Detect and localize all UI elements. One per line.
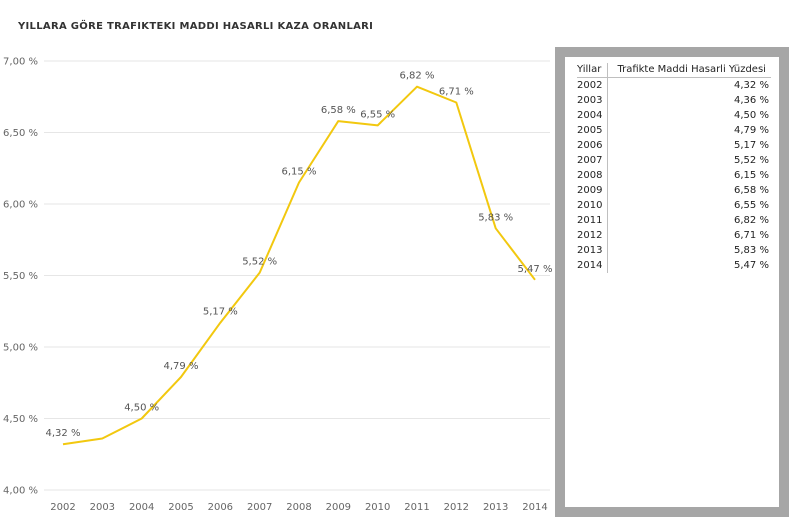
header-percentage[interactable]: Trafikte Maddi Hasarli Yüzdesi	[607, 63, 771, 78]
data-point[interactable]	[414, 84, 420, 90]
table-row[interactable]: 2009 6,58 %	[577, 183, 771, 198]
table-row[interactable]: 2005 4,79 %	[577, 123, 771, 138]
cell-year: 2006	[577, 140, 603, 151]
series-line[interactable]	[62, 85, 536, 446]
data-point[interactable]	[493, 225, 499, 231]
cell-percentage: 4,36 %	[607, 93, 771, 108]
data-point[interactable]	[453, 99, 459, 105]
data-label: 6,55 %	[360, 109, 395, 120]
x-tick-label: 2004	[129, 502, 154, 513]
x-tick-label: 2009	[326, 502, 351, 513]
x-tick-label: 2012	[444, 502, 469, 513]
cell-percentage: 5,47 %	[607, 258, 771, 273]
data-point[interactable]	[296, 180, 302, 186]
table-row[interactable]: 2006 5,17 %	[577, 138, 771, 153]
data-point[interactable]	[178, 374, 184, 380]
y-tick-label: 4,00 %	[3, 486, 38, 497]
data-label: 5,17 %	[203, 307, 238, 318]
data-point[interactable]	[257, 270, 263, 276]
data-point[interactable]	[139, 416, 145, 422]
y-tick-label: 5,50 %	[3, 271, 38, 282]
data-point[interactable]	[217, 320, 223, 326]
data-label: 6,71 %	[439, 86, 474, 97]
cell-year: 2003	[577, 95, 603, 106]
data-point[interactable]	[532, 277, 538, 283]
x-tick-label: 2011	[404, 502, 429, 513]
cell-percentage: 5,52 %	[607, 153, 771, 168]
cell-year: 2013	[577, 245, 603, 256]
cell-year: 2002	[577, 80, 603, 91]
cell-year: 2004	[577, 110, 603, 121]
cell-percentage: 4,79 %	[607, 123, 771, 138]
cell-percentage: 4,32 %	[607, 77, 771, 93]
x-tick-label: 2008	[286, 502, 311, 513]
data-point[interactable]	[60, 441, 66, 447]
cell-percentage: 5,83 %	[607, 243, 771, 258]
cell-percentage: 6,58 %	[607, 183, 771, 198]
data-label: 5,83 %	[478, 212, 513, 223]
cell-year: 2012	[577, 230, 603, 241]
data-label: 6,82 %	[400, 71, 435, 82]
data-point[interactable]	[335, 118, 341, 124]
data-label: 5,47 %	[518, 264, 553, 275]
table-row[interactable]: 2012 6,71 %	[577, 228, 771, 243]
table-row[interactable]: 2011 6,82 %	[577, 213, 771, 228]
table-body: 2002 4,32 % 2003 4,36 % 2004 4,50 % 2005 4,79 %…	[577, 77, 771, 273]
cell-percentage: 6,15 %	[607, 168, 771, 183]
cell-year: 2011	[577, 215, 603, 226]
cell-year: 2008	[577, 170, 603, 181]
chart-title: YILLARA GÖRE TRAFIKTEKI MADDI HASARLI KA…	[18, 21, 374, 32]
table-frame: Yillar Trafikte Maddi Hasarli Yüzdesi 20…	[555, 47, 789, 517]
cell-year: 2010	[577, 200, 603, 211]
y-tick-label: 5,00 %	[3, 343, 38, 354]
y-tick-label: 6,00 %	[3, 200, 38, 211]
x-tick-label: 2002	[50, 502, 75, 513]
cell-year: 2007	[577, 155, 603, 166]
y-tick-label: 4,50 %	[3, 414, 38, 425]
x-tick-label: 2006	[208, 502, 233, 513]
cell-year: 2005	[577, 125, 603, 136]
table-row[interactable]: 2014 5,47 %	[577, 258, 771, 273]
cell-percentage: 6,82 %	[607, 213, 771, 228]
table-row[interactable]: 2013 5,83 %	[577, 243, 771, 258]
data-point[interactable]	[375, 122, 381, 128]
line-chart: 4,00 % 4,50 % 5,00 % 5,50 % 6,00 % 6,50 % 7,00…	[3, 57, 553, 514]
table-row[interactable]: 2003 4,36 %	[577, 93, 771, 108]
data-label: 4,50 %	[124, 403, 159, 414]
table-row[interactable]: 2010 6,55 %	[577, 198, 771, 213]
x-tick-label: 2005	[168, 502, 193, 513]
x-tick-label: 2007	[247, 502, 272, 513]
data-table: Yillar Trafikte Maddi Hasarli Yüzdesi 20…	[577, 63, 771, 273]
table-row[interactable]: 2008 6,15 %	[577, 168, 771, 183]
table-panel: Yillar Trafikte Maddi Hasarli Yüzdesi 20…	[565, 57, 779, 507]
cell-percentage: 4,50 %	[607, 108, 771, 123]
y-tick-label: 6,50 %	[3, 128, 38, 139]
data-label: 4,32 %	[46, 428, 81, 439]
table-row[interactable]: 2002 4,32 %	[577, 77, 771, 93]
header-year[interactable]: Yillar	[577, 63, 608, 78]
cell-percentage: 6,71 %	[607, 228, 771, 243]
cell-percentage: 5,17 %	[607, 138, 771, 153]
data-label: 6,58 %	[321, 105, 356, 116]
table-row[interactable]: 2004 4,50 %	[577, 108, 771, 123]
cell-percentage: 6,55 %	[607, 198, 771, 213]
data-point[interactable]	[99, 436, 105, 442]
x-tick-label: 2003	[90, 502, 115, 513]
data-label: 6,15 %	[282, 167, 317, 178]
cell-year: 2009	[577, 185, 603, 196]
x-tick-label: 2014	[522, 502, 547, 513]
x-tick-label: 2013	[483, 502, 508, 513]
y-tick-label: 7,00 %	[3, 57, 38, 68]
x-tick-label: 2010	[365, 502, 390, 513]
table-row[interactable]: 2007 5,52 %	[577, 153, 771, 168]
cell-year: 2014	[577, 260, 603, 271]
table-header-row: Yillar Trafikte Maddi Hasarli Yüzdesi	[577, 63, 771, 78]
data-label: 4,79 %	[164, 361, 199, 372]
data-label: 5,52 %	[242, 257, 277, 268]
